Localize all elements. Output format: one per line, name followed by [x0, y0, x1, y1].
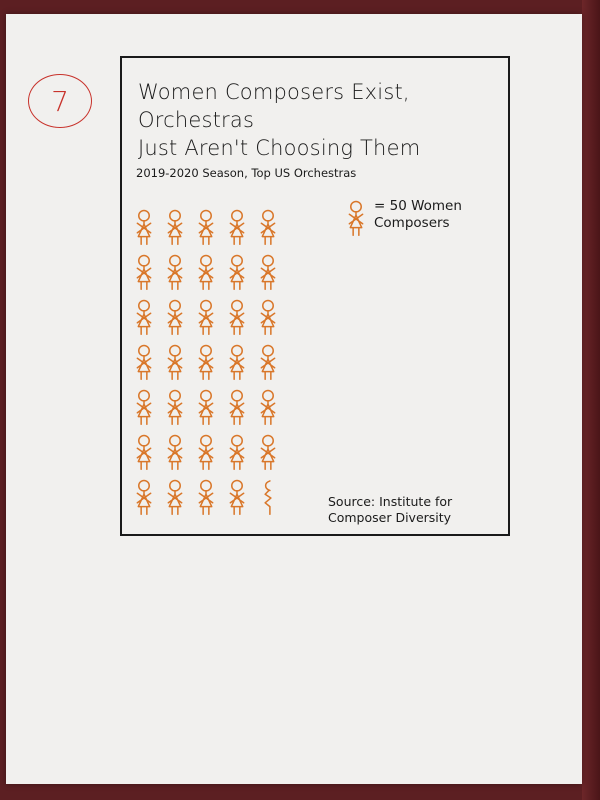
legend-woman-icon: [348, 200, 364, 236]
woman-icon: [260, 434, 276, 470]
woman-icon: [136, 299, 152, 335]
woman-icon: [136, 389, 152, 425]
legend: = 50 Women Composers: [344, 196, 504, 246]
page-number: 7: [51, 84, 69, 118]
chart-subtitle: 2019-2020 Season, Top US Orchestras: [136, 166, 357, 180]
woman-icon: [260, 344, 276, 380]
chart-title-line-1: Women Composers Exist, Orchestras: [138, 80, 410, 132]
woman-icon: [136, 209, 152, 245]
woman-icon: [198, 344, 214, 380]
source-line-2: Composer Diversity: [328, 510, 452, 525]
paper-sheet: 7 Women Composers Exist, Orchestras Just…: [6, 14, 582, 784]
woman-icon: [136, 434, 152, 470]
woman-icon: [229, 254, 245, 290]
pictogram-grid: [136, 209, 276, 515]
woman-icon: [198, 479, 214, 515]
woman-icon: [198, 389, 214, 425]
woman-icon: [136, 254, 152, 290]
woman-icon: [229, 389, 245, 425]
woman-icon: [260, 299, 276, 335]
woman-icon: [167, 344, 183, 380]
woman-icon: [167, 479, 183, 515]
woman-icon: [198, 299, 214, 335]
chart-frame: Women Composers Exist, Orchestras Just A…: [120, 56, 510, 536]
woman-icon: [198, 434, 214, 470]
woman-icon: [167, 209, 183, 245]
woman-icon: [198, 209, 214, 245]
woman-icon: [167, 389, 183, 425]
woman-icon: [229, 209, 245, 245]
chart-title: Women Composers Exist, Orchestras Just A…: [138, 78, 498, 162]
woman-icon: [167, 254, 183, 290]
source-line-1: Source: Institute for: [328, 494, 453, 509]
legend-label-line-1: = 50 Women: [374, 198, 462, 214]
woman-icon: [136, 344, 152, 380]
woman-icon: [198, 254, 214, 290]
chart-title-line-2: Just Aren't Choosing Them: [138, 136, 421, 160]
woman-icon: [167, 434, 183, 470]
woman-icon: [260, 209, 276, 245]
woman-icon: [229, 299, 245, 335]
woman-icon: [229, 344, 245, 380]
woman-icon: [229, 479, 245, 515]
woman-icon: [229, 434, 245, 470]
woman-icon: [167, 299, 183, 335]
woman-icon: [260, 389, 276, 425]
legend-label-line-2: Composers: [374, 215, 450, 231]
half-woman-icon: [264, 480, 272, 515]
binder-edge: [582, 0, 600, 800]
page-number-circle: 7: [28, 74, 92, 128]
woman-icon: [136, 479, 152, 515]
source-note: Source: Institute for Composer Diversity: [328, 494, 508, 526]
woman-icon: [260, 254, 276, 290]
legend-label: = 50 Women Composers: [374, 198, 462, 232]
legend-woman-figure: [348, 200, 364, 236]
